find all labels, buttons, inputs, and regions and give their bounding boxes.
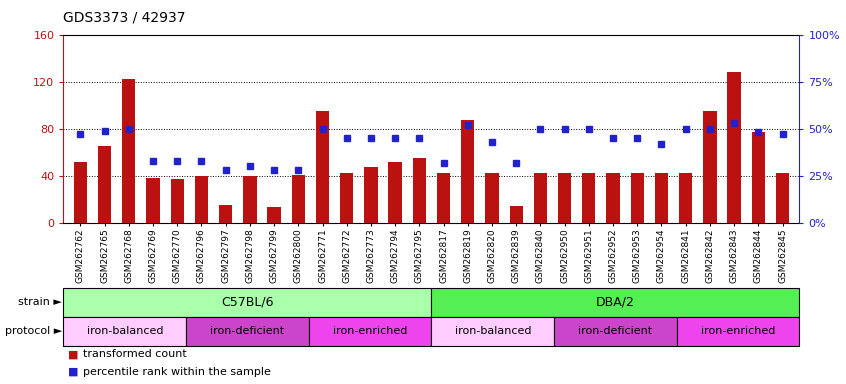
Text: iron-deficient: iron-deficient [211, 326, 284, 336]
Text: ■: ■ [68, 366, 78, 377]
Bar [655, 173, 668, 223]
Text: iron-balanced: iron-balanced [454, 326, 531, 336]
Bar [437, 173, 450, 223]
Bar [534, 173, 547, 223]
Bar [679, 173, 692, 223]
Bar [461, 121, 475, 223]
Text: iron-enriched: iron-enriched [333, 326, 407, 336]
Bar [677, 317, 799, 346]
Bar [365, 167, 377, 223]
Text: protocol ►: protocol ► [4, 326, 62, 336]
Bar [243, 176, 256, 223]
Bar [486, 173, 498, 223]
Bar [751, 132, 765, 223]
Bar [63, 288, 431, 317]
Bar [703, 111, 717, 223]
Bar [509, 206, 523, 223]
Bar [219, 205, 233, 223]
Text: iron-deficient: iron-deficient [579, 326, 652, 336]
Bar [413, 158, 426, 223]
Bar [195, 176, 208, 223]
Bar [122, 79, 135, 223]
Text: GDS3373 / 42937: GDS3373 / 42937 [63, 10, 186, 24]
Bar [728, 72, 741, 223]
Bar [309, 317, 431, 346]
Bar [171, 179, 184, 223]
Bar [431, 317, 554, 346]
Bar [340, 173, 354, 223]
Text: ■: ■ [68, 349, 78, 359]
Bar [186, 317, 309, 346]
Text: percentile rank within the sample: percentile rank within the sample [83, 366, 271, 377]
Bar [582, 173, 596, 223]
Bar [554, 317, 677, 346]
Bar [146, 178, 160, 223]
Bar [98, 146, 112, 223]
Bar [292, 174, 305, 223]
Text: C57BL/6: C57BL/6 [221, 296, 274, 309]
Bar [63, 317, 186, 346]
Bar [558, 173, 571, 223]
Bar [74, 162, 87, 223]
Text: DBA/2: DBA/2 [596, 296, 634, 309]
Bar [630, 173, 644, 223]
Bar [431, 288, 799, 317]
Bar [776, 173, 789, 223]
Bar [388, 162, 402, 223]
Text: iron-enriched: iron-enriched [701, 326, 775, 336]
Text: iron-balanced: iron-balanced [86, 326, 163, 336]
Text: strain ►: strain ► [18, 297, 62, 308]
Bar [267, 207, 281, 223]
Bar [316, 111, 329, 223]
Text: transformed count: transformed count [83, 349, 187, 359]
Bar [607, 173, 620, 223]
